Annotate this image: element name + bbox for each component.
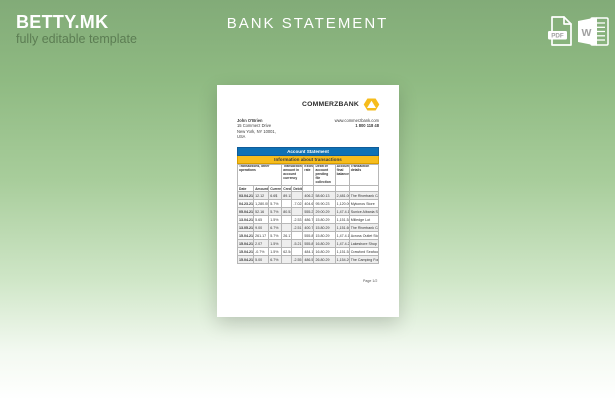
svg-text:W: W xyxy=(582,27,592,39)
svg-text:PDF: PDF xyxy=(551,33,564,40)
